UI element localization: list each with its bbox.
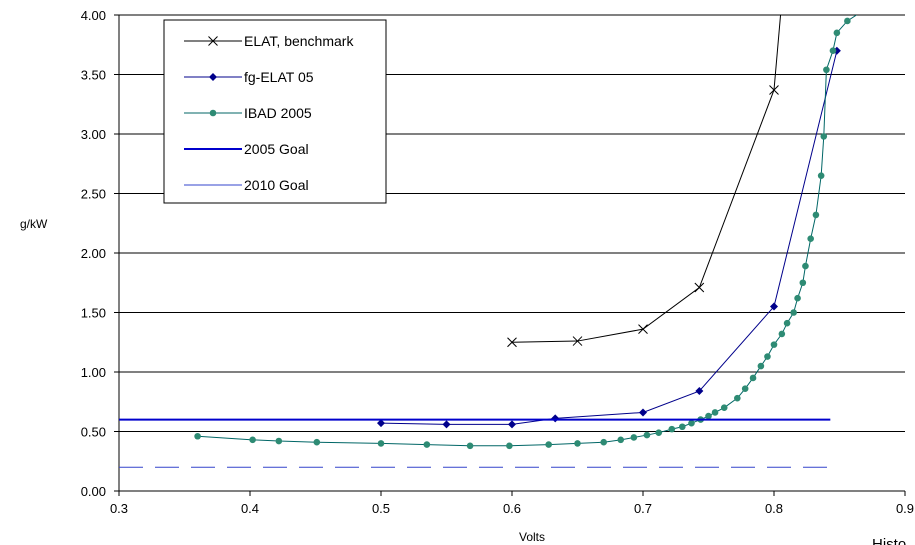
tick-labels: 0.00 0.50 1.00 1.50 2.00 2.50 3.00 3.50 4.00 0.3 0… (81, 8, 914, 516)
legend-item: fg-ELAT 05 (184, 69, 314, 85)
legend-label: 2005 Goal (244, 141, 309, 157)
data-point (545, 441, 552, 448)
series-layer (119, 15, 857, 468)
data-point (812, 211, 820, 219)
y-tick-label: 1.00 (81, 365, 106, 380)
legend-marker (209, 73, 217, 81)
x-axis-label: Volts (519, 530, 545, 544)
data-point (377, 440, 385, 447)
data-point (194, 432, 201, 440)
data-point (688, 419, 695, 427)
legend: ELAT, benchmark fg-ELAT 05 IBAD 2005 2005 G… (163, 19, 387, 204)
data-point (734, 394, 741, 402)
data-point (600, 438, 607, 446)
data-point (764, 353, 771, 360)
data-point (506, 442, 513, 450)
series-line (511, 15, 782, 343)
data-point (630, 434, 638, 441)
data-point (829, 47, 837, 54)
data-point (442, 420, 451, 429)
series-ibad-2005 (194, 15, 857, 450)
y-tick-label: 2.50 (81, 187, 106, 202)
data-point (802, 262, 809, 270)
data-point (833, 29, 841, 37)
data-point (694, 282, 705, 293)
data-point (508, 420, 516, 429)
data-point (778, 330, 786, 338)
x-tick-label: 0.9 (896, 501, 914, 516)
legend-item: 2005 Goal (184, 141, 309, 157)
legend-label: 2010 Goal (244, 177, 309, 193)
data-point (769, 85, 779, 95)
data-point (720, 404, 728, 412)
data-point (844, 17, 851, 25)
x-tick-label: 0.6 (503, 501, 521, 516)
data-point (770, 341, 778, 348)
data-point (377, 419, 385, 428)
y-tick-label: 0.50 (81, 425, 106, 440)
legend-label: ELAT, benchmark (244, 33, 354, 49)
data-point (790, 309, 797, 316)
data-point (711, 409, 719, 416)
data-point (423, 441, 431, 448)
data-point (817, 172, 825, 179)
y-tick-label: 2.00 (81, 246, 106, 261)
data-point (679, 423, 686, 431)
data-point (749, 374, 757, 382)
series-elat-benchmark (507, 15, 782, 348)
data-point (705, 412, 712, 420)
data-point (313, 438, 321, 446)
data-point (249, 436, 256, 444)
y-tick-label: 0.00 (81, 484, 106, 499)
data-point (639, 408, 647, 417)
data-point (770, 302, 778, 311)
data-point (794, 294, 801, 302)
x-tick-label: 0.7 (634, 501, 652, 516)
data-point (574, 440, 581, 447)
data-point (617, 436, 625, 444)
data-point (551, 414, 560, 423)
legend-item: IBAD 2005 (184, 105, 312, 121)
clipped-text: Histo (872, 536, 906, 545)
x-tick-label: 0.4 (241, 501, 259, 516)
y-tick-label: 3.00 (81, 127, 106, 142)
legend-label: fg-ELAT 05 (244, 69, 314, 85)
data-point (807, 235, 814, 243)
series-line (380, 50, 838, 425)
legend-item: ELAT, benchmark (184, 33, 354, 49)
y-tick-label: 3.50 (81, 68, 106, 83)
axes (114, 14, 906, 496)
x-tick-label: 0.5 (372, 501, 390, 516)
y-tick-label: 1.50 (81, 306, 106, 321)
x-tick-label: 0.8 (765, 501, 783, 516)
x-tick-label: 0.3 (110, 501, 128, 516)
data-point (655, 429, 663, 436)
data-point (643, 431, 651, 439)
data-point (507, 337, 517, 348)
data-point (638, 324, 648, 335)
data-point (757, 362, 765, 370)
y-axis-label: g/kW (20, 217, 48, 231)
legend-marker (209, 109, 217, 117)
legend-item: 2010 Goal (184, 177, 309, 193)
y-tick-label: 4.00 (81, 8, 106, 23)
data-point (572, 336, 583, 346)
data-point (799, 279, 807, 287)
legend-box (163, 19, 387, 204)
data-point (695, 387, 704, 396)
data-point (466, 442, 474, 450)
series-fg-elat-05 (377, 46, 841, 429)
data-point (668, 425, 676, 433)
data-point (820, 133, 828, 140)
data-point (783, 319, 791, 327)
legend-marker (208, 36, 218, 46)
data-point (823, 66, 830, 74)
data-point (275, 437, 283, 445)
data-point (741, 385, 749, 392)
legend-label: IBAD 2005 (244, 105, 312, 121)
